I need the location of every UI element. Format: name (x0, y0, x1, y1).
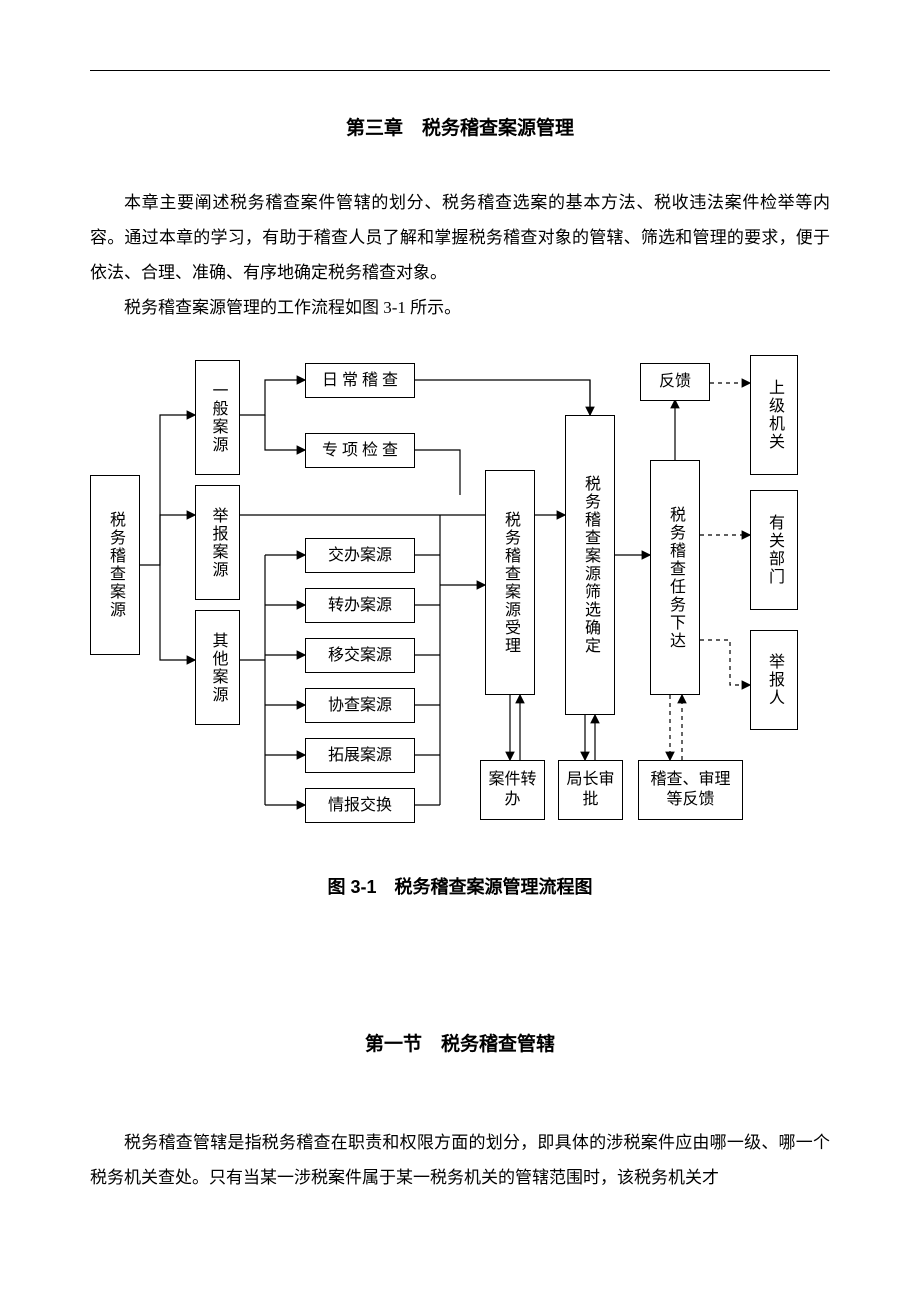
node-qingbao: 情报交换 (305, 788, 415, 823)
node-cat-other: 其他案源 (195, 610, 240, 725)
document-page: 第三章 税务稽查案源管理 本章主要阐述税务稽查案件管辖的划分、税务稽查选案的基本… (0, 0, 920, 1256)
node-jiaoban: 交办案源 (305, 538, 415, 573)
top-rule (90, 70, 830, 71)
node-yijiao: 移交案源 (305, 638, 415, 673)
node-cat-report: 举报案源 (195, 485, 240, 600)
node-root: 税务稽查案源 (90, 475, 140, 655)
node-dept: 有关部门 (750, 490, 798, 610)
node-upper: 上级机关 (750, 355, 798, 475)
flowchart: 税务稽查案源 一般案源 举报案源 其他案源 日 常 稽 查 专 项 检 查 交办… (90, 355, 830, 845)
node-accept: 税务稽查案源受理 (485, 470, 535, 695)
section-title: 第一节 税务稽查管辖 (90, 1029, 830, 1056)
node-zhuanban: 转办案源 (305, 588, 415, 623)
node-daily-audit: 日 常 稽 查 (305, 363, 415, 398)
node-tuozhan: 拓展案源 (305, 738, 415, 773)
node-select: 税务稽查案源筛选确定 (565, 415, 615, 715)
node-cat-general: 一般案源 (195, 360, 240, 475)
node-case-forward: 案件转办 (480, 760, 545, 820)
node-feedback: 反馈 (640, 363, 710, 401)
node-task: 税务稽查任务下达 (650, 460, 700, 695)
node-special-check: 专 项 检 查 (305, 433, 415, 468)
node-reporter: 举报人 (750, 630, 798, 730)
intro-paragraph-2: 税务稽查案源管理的工作流程如图 3-1 所示。 (90, 291, 830, 326)
node-audit-feedback: 稽查、审理等反馈 (638, 760, 743, 820)
node-director: 局长审批 (558, 760, 623, 820)
node-xiecha: 协查案源 (305, 688, 415, 723)
chapter-title: 第三章 税务稽查案源管理 (90, 113, 830, 140)
figure-caption: 图 3-1 税务稽查案源管理流程图 (90, 873, 830, 899)
intro-paragraph-1: 本章主要阐述税务稽查案件管辖的划分、税务稽查选案的基本方法、税收违法案件检举等内… (90, 186, 830, 291)
body-paragraph-1: 税务稽查管辖是指税务稽查在职责和权限方面的划分，即具体的涉税案件应由哪一级、哪一… (90, 1126, 830, 1196)
